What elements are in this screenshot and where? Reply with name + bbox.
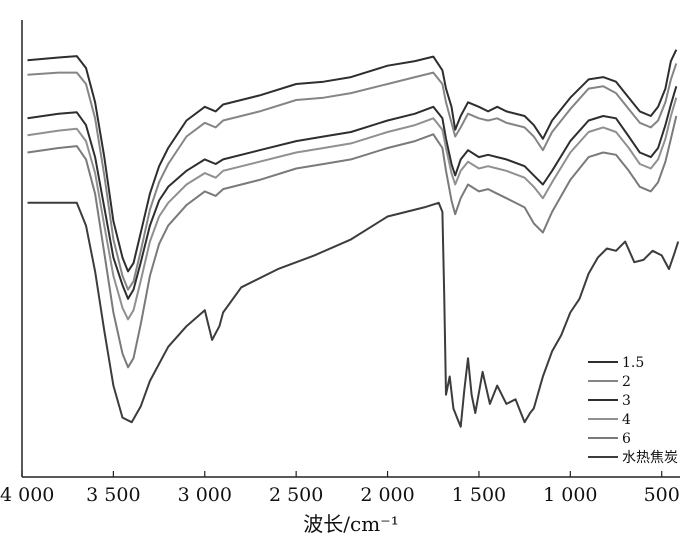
series-line-6 bbox=[27, 115, 678, 369]
legend: 1.5 2 3 4 6 水热焦炭 bbox=[588, 355, 678, 466]
legend-label: 6 bbox=[622, 431, 631, 447]
x-tick-label: 2 000 bbox=[360, 484, 414, 506]
legend-label: 1.5 bbox=[622, 355, 644, 371]
x-tick-label: 500 bbox=[644, 484, 680, 506]
legend-label: 3 bbox=[622, 393, 631, 409]
series-line-3 bbox=[27, 86, 678, 300]
x-tick-label: 4 000 bbox=[0, 484, 54, 506]
x-tick-label: 1 500 bbox=[452, 484, 506, 506]
x-tick-label: 3 500 bbox=[86, 484, 140, 506]
series-line-水热焦炭 bbox=[27, 201, 680, 428]
series-line-1.5 bbox=[27, 49, 678, 273]
x-tick-label: 3 000 bbox=[178, 484, 232, 506]
series-line-2 bbox=[27, 63, 678, 291]
plot-area bbox=[27, 49, 680, 428]
legend-label: 水热焦炭 bbox=[622, 450, 678, 466]
legend-label: 4 bbox=[622, 412, 631, 428]
legend-label: 2 bbox=[622, 374, 631, 390]
series-line-4 bbox=[27, 97, 678, 321]
x-axis-title: 波长/cm⁻¹ bbox=[303, 512, 398, 536]
x-axis-ticks: 4 000 3 500 3 000 2 500 2 000 1 500 1 000 500 bbox=[0, 471, 680, 506]
x-tick-label: 1 000 bbox=[543, 484, 597, 506]
x-tick-label: 2 500 bbox=[269, 484, 323, 506]
